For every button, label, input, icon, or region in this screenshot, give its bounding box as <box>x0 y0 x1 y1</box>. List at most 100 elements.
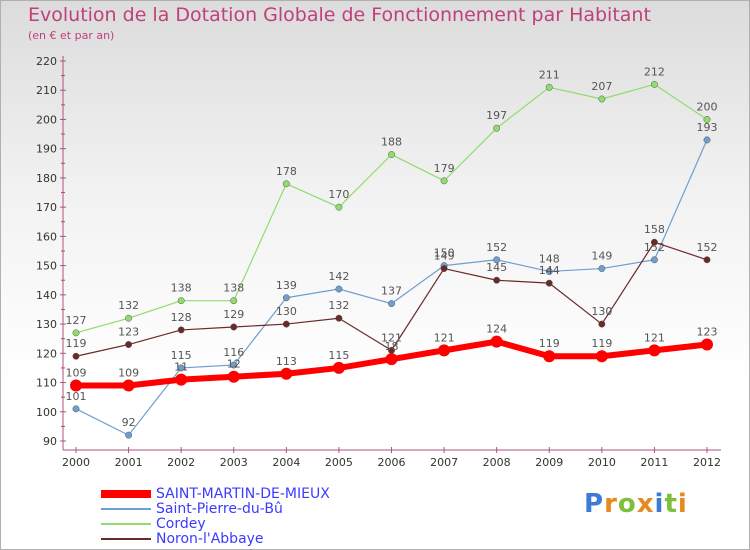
data-label-cordey: 179 <box>434 162 455 175</box>
x-tick-label: 2000 <box>62 456 90 469</box>
data-label-cordey: 138 <box>223 282 244 295</box>
data-label-saint-pierre-du-b: 137 <box>381 285 402 298</box>
y-tick-label: 90 <box>43 435 57 448</box>
x-tick-label: 2007 <box>430 456 458 469</box>
data-point-saint-pierre-du-b <box>493 256 501 264</box>
legend-item: Cordey <box>101 516 206 532</box>
data-label-saint-pierre-du-b: 193 <box>697 121 718 134</box>
data-label-noron-l-abbaye: 158 <box>644 223 665 236</box>
data-point-cordey <box>72 329 80 337</box>
chart-title: Evolution de la Dotation Globale de Fonc… <box>28 4 651 26</box>
y-tick-label: 190 <box>36 143 57 156</box>
x-tick-label: 2009 <box>535 456 563 469</box>
data-label-saint-pierre-du-b: 92 <box>122 416 136 429</box>
data-label-saint-martin-de-mieux: 123 <box>697 326 718 339</box>
data-point-noron-l-abbaye <box>598 320 606 328</box>
y-tick-label: 100 <box>36 406 57 419</box>
data-label-cordey: 212 <box>644 65 665 78</box>
data-label-cordey: 127 <box>66 314 87 327</box>
legend-item: Noron-l'Abbaye <box>101 530 264 547</box>
data-point-saint-martin-de-mieux <box>175 373 188 386</box>
data-point-saint-pierre-du-b <box>230 361 238 369</box>
data-point-saint-martin-de-mieux <box>701 338 713 351</box>
data-point-noron-l-abbaye <box>493 276 501 284</box>
data-label-saint-pierre-du-b: 152 <box>486 241 507 254</box>
data-label-cordey: 188 <box>381 136 402 149</box>
data-label-cordey: 138 <box>171 282 192 295</box>
data-point-saint-martin-de-mieux <box>332 361 345 374</box>
data-point-cordey <box>440 177 448 185</box>
data-label-cordey: 211 <box>539 68 560 81</box>
data-label-noron-l-abbaye: 129 <box>223 308 244 321</box>
data-point-noron-l-abbaye <box>282 320 290 328</box>
data-point-cordey <box>335 203 343 211</box>
x-tick-label: 2004 <box>272 456 300 469</box>
data-point-saint-pierre-du-b <box>177 364 185 372</box>
data-point-saint-pierre-du-b <box>703 136 711 144</box>
data-point-saint-martin-de-mieux <box>490 335 503 348</box>
data-label-noron-l-abbaye: 121 <box>381 331 402 344</box>
data-label-noron-l-abbaye: 128 <box>171 311 192 324</box>
data-label-saint-martin-de-mieux: 11 <box>174 361 188 374</box>
data-point-noron-l-abbaye <box>125 341 133 348</box>
data-point-cordey <box>177 297 185 305</box>
x-tick-label: 2012 <box>693 456 721 469</box>
logo-letter: P <box>584 489 605 519</box>
legend-swatch <box>101 489 151 498</box>
legend-swatch <box>101 537 151 540</box>
x-tick-label: 2006 <box>378 456 406 469</box>
data-point-saint-martin-de-mieux <box>280 367 293 380</box>
data-point-saint-pierre-du-b <box>388 300 395 308</box>
data-point-noron-l-abbaye <box>650 238 658 246</box>
data-label-saint-pierre-du-b: 150 <box>434 247 455 260</box>
legend-label: Noron-l'Abbaye <box>156 530 264 547</box>
data-label-saint-martin-de-mieux: 115 <box>328 349 349 362</box>
data-point-cordey <box>598 95 606 103</box>
y-tick-label: 180 <box>36 172 57 185</box>
data-label-noron-l-abbaye: 130 <box>591 305 612 318</box>
data-label-saint-martin-de-mieux: 109 <box>66 366 87 379</box>
data-point-saint-martin-de-mieux <box>227 370 240 383</box>
data-label-cordey: 207 <box>591 80 612 93</box>
x-tick-label: 2008 <box>483 456 511 469</box>
data-point-saint-pierre-du-b <box>282 294 290 302</box>
data-label-saint-martin-de-mieux: 121 <box>434 331 455 344</box>
data-point-saint-pierre-du-b <box>125 431 133 439</box>
data-point-cordey <box>282 180 290 188</box>
y-tick-label: 200 <box>36 113 57 126</box>
data-label-cordey: 132 <box>118 299 139 312</box>
legend-label: SAINT-MARTIN-DE-MIEUX <box>156 485 330 502</box>
data-label-saint-martin-de-mieux: 109 <box>118 366 139 379</box>
data-point-saint-martin-de-mieux <box>543 350 556 363</box>
data-point-saint-martin-de-mieux <box>648 344 661 357</box>
data-point-saint-martin-de-mieux <box>70 379 82 392</box>
legend-item: Saint-Pierre-du-Bû <box>101 501 283 517</box>
data-point-cordey <box>545 83 553 91</box>
chart-subtitle: (en € et par an) <box>28 29 115 42</box>
data-label-saint-pierre-du-b: 115 <box>171 349 192 362</box>
logo-letter: i <box>654 489 665 519</box>
y-tick-label: 120 <box>36 347 57 360</box>
data-point-cordey <box>703 116 711 123</box>
y-tick-label: 210 <box>36 84 57 97</box>
data-label-saint-pierre-du-b: 101 <box>66 390 87 403</box>
data-point-saint-pierre-du-b <box>545 268 553 275</box>
x-tick-label: 2002 <box>167 456 195 469</box>
data-label-saint-martin-de-mieux: 119 <box>539 337 560 350</box>
data-label-cordey: 178 <box>276 165 297 178</box>
data-label-cordey: 200 <box>697 100 718 113</box>
data-point-saint-martin-de-mieux <box>122 379 135 392</box>
data-point-saint-pierre-du-b <box>650 256 658 264</box>
data-point-saint-pierre-du-b <box>335 285 343 293</box>
y-tick-label: 220 <box>36 55 57 68</box>
x-tick-label: 2001 <box>115 456 143 469</box>
data-label-saint-pierre-du-b: 149 <box>591 250 612 263</box>
y-tick-label: 170 <box>36 201 57 214</box>
data-point-cordey <box>125 314 133 322</box>
data-label-noron-l-abbaye: 149 <box>434 250 455 263</box>
logo-letter: i <box>677 489 688 519</box>
x-tick-label: 2003 <box>220 456 248 469</box>
data-point-noron-l-abbaye <box>72 352 80 360</box>
data-label-noron-l-abbaye: 152 <box>697 241 718 254</box>
